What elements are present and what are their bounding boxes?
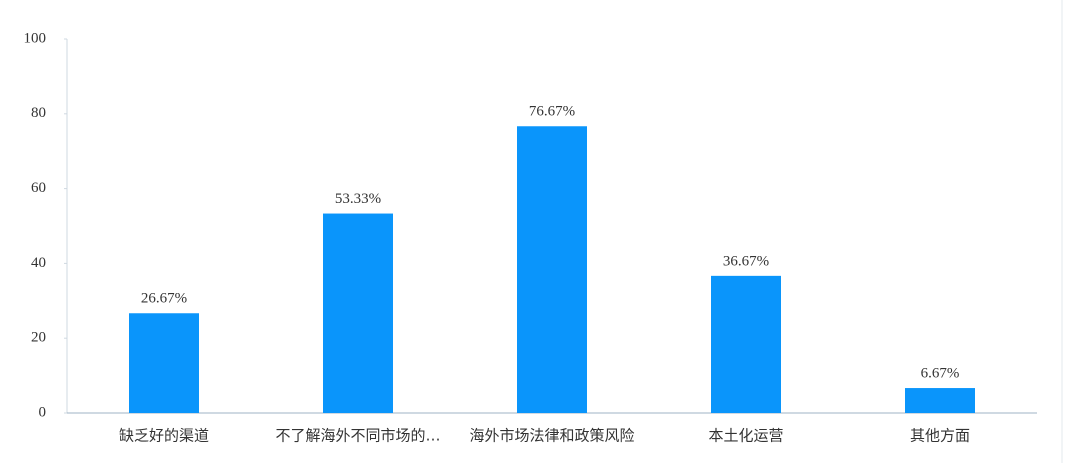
bar	[711, 275, 781, 413]
y-tick-label: 40	[31, 255, 46, 271]
y-tick-label: 100	[24, 30, 47, 46]
y-tick-label: 60	[31, 180, 46, 196]
data-label: 26.67%	[141, 291, 187, 307]
bar	[323, 213, 393, 413]
bar	[905, 388, 975, 413]
bar	[129, 313, 199, 413]
x-tick-label: 海外市场法律和政策风险	[469, 427, 634, 445]
data-label: 36.67%	[723, 253, 769, 269]
y-tick-label: 80	[31, 105, 46, 121]
x-tick-label: 其他方面	[910, 427, 970, 445]
y-tick-label: 20	[31, 330, 46, 346]
x-tick-label: 本土化运营	[708, 427, 783, 445]
x-tick-label: 缺乏好的渠道	[119, 427, 209, 445]
data-label: 76.67%	[529, 104, 575, 120]
bar	[517, 126, 587, 413]
data-label: 6.67%	[921, 365, 960, 381]
y-tick-label: 0	[39, 404, 47, 420]
x-tick-label: 不了解海外不同市场的…	[275, 427, 440, 445]
data-label: 53.33%	[335, 191, 381, 207]
